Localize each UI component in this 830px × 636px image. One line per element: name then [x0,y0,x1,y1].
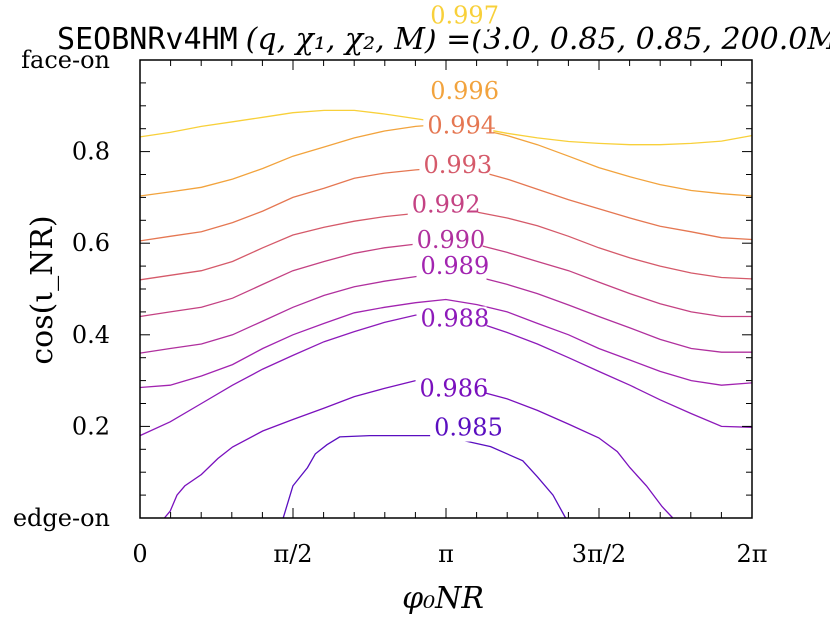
x-tick-label-0: 0 [132,540,147,568]
contour-label-mask-7 [423,113,494,140]
contour-line-0 [282,434,567,519]
y-tick-label-1: 0.2 [72,412,110,440]
y-tick-label-4: 0.8 [72,138,110,166]
y-tick-label-0: edge-on [13,504,110,532]
contour-label-4: 0.990 [417,226,486,254]
y-tick-label-3: 0.6 [72,229,110,257]
contour-label-mask-0 [430,415,501,442]
contour-label-5: 0.992 [412,191,481,219]
y-axis: edge-on 0.2 0.4 0.6 0.8 face-on [13,46,752,532]
contour-label-6: 0.993 [423,151,492,179]
contour-label-8: 0.996 [430,77,499,105]
contour-label-mask-1 [415,376,486,403]
y-tick-label-5: face-on [21,46,110,74]
x-axis: 0 π/2 π 3π/2 2π [132,60,768,568]
contour-label-mask-5 [407,192,478,219]
x-axis-label: φ₀NR [402,581,484,616]
contour-line-3 [139,298,752,389]
contour-label-3: 0.989 [421,252,490,280]
contour-label-0: 0.985 [434,414,503,442]
contour-line-1 [163,379,674,519]
contour-label-9: 0.997 [430,1,499,29]
contour-label-mask-2 [416,306,487,333]
contour-label-7: 0.994 [427,111,496,139]
x-tick-label-4: 2π [736,540,767,568]
title-approximant: SEOBNRv4HM [57,22,238,57]
chart-title: SEOBNRv4HM (q, χ₁, χ₂, M) =(3.0, 0.85, 0.… [57,22,830,57]
x-tick-label-2: π [438,540,454,568]
contour-label-mask-4 [412,227,483,254]
x-tick-label-3: 3π/2 [572,540,626,568]
title-params: (q, χ₁, χ₂, M) =(3.0, 0.85, 0.85, 200.0M… [246,22,830,57]
y-tick-label-2: 0.4 [72,321,110,349]
contour-label-1: 0.986 [420,375,489,403]
contour-label-mask-3 [416,253,487,280]
contour-label-mask-8 [426,78,497,105]
contour-label-mask-6 [419,153,490,180]
x-tick-label-1: π/2 [273,540,312,568]
contour-label-2: 0.988 [421,305,490,333]
contour-label-mask-9 [426,3,497,30]
y-axis-label: cos(ι_NR) [25,215,60,364]
